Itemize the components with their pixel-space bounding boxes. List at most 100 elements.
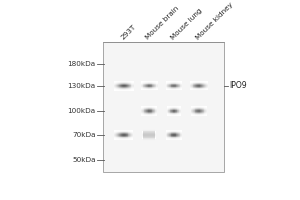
Bar [148,132,149,133]
Bar [203,82,204,83]
Bar [181,84,182,85]
Bar [148,138,149,139]
Bar [195,114,196,115]
Bar [169,109,170,110]
Bar [175,108,176,109]
Bar [195,85,196,86]
Bar [145,109,146,110]
Bar [176,113,177,114]
Bar [143,111,144,112]
Bar [146,131,147,132]
Bar [192,89,193,90]
Bar [142,136,143,137]
Bar [172,85,173,86]
Bar [144,88,145,89]
Bar [172,108,173,109]
Bar [121,135,122,136]
Bar [126,84,127,85]
Bar [129,135,130,136]
Bar [152,86,153,87]
Text: 70kDa: 70kDa [72,132,96,138]
Bar [180,82,181,83]
Bar [167,87,169,88]
Bar [177,83,178,84]
Bar [121,132,122,133]
Bar [153,138,154,139]
Bar [181,134,182,135]
Bar [177,109,178,110]
Bar [176,83,177,84]
Bar [143,107,144,108]
Bar [173,131,174,132]
Bar [148,81,149,82]
Bar [115,136,116,137]
Bar [128,130,129,131]
Bar [127,135,128,136]
Bar [167,88,168,89]
Bar [201,85,202,86]
Bar [147,85,148,86]
Bar [178,85,179,86]
Bar [142,132,143,133]
Bar [126,136,127,137]
Bar [176,132,177,133]
Bar [201,115,202,116]
Bar [175,111,176,112]
Bar [194,89,195,90]
Bar [148,137,149,138]
Bar [174,87,175,88]
Bar [174,83,175,84]
Bar [175,112,176,113]
Bar [199,82,200,83]
Bar [122,135,123,136]
Bar [132,139,134,140]
Bar [176,84,177,85]
Bar [123,86,124,87]
Bar [181,87,182,88]
Bar [192,111,193,112]
Bar [166,132,167,133]
Bar [175,109,176,110]
Bar [195,82,196,83]
Bar [119,133,120,134]
Bar [198,82,199,83]
Bar [171,133,172,134]
Bar [125,83,126,84]
Bar [115,87,116,88]
Bar [196,86,197,87]
Bar [155,81,156,82]
Bar [180,106,181,107]
Bar [146,86,147,87]
Bar [204,110,206,111]
Bar [144,136,145,137]
Bar [167,111,168,112]
Bar [167,139,169,140]
Bar [178,83,179,84]
Bar [175,113,176,114]
Bar [123,130,124,131]
Bar [192,113,193,114]
Bar [126,84,127,85]
Bar [170,139,171,140]
Bar [128,83,129,84]
Bar [123,84,124,85]
Bar [191,87,192,88]
Bar [197,86,198,87]
Bar [151,136,152,137]
Bar [167,137,168,138]
Bar [141,83,142,84]
Bar [131,85,133,86]
Bar [192,115,193,116]
Bar [199,113,200,114]
Bar [115,88,116,89]
Bar [170,130,171,131]
Bar [172,109,173,110]
Text: Mouse kidney: Mouse kidney [194,1,234,41]
Bar [114,135,116,136]
Bar [175,112,176,113]
Bar [129,85,130,86]
Bar [156,106,157,107]
Bar [170,113,171,114]
Bar [117,131,119,132]
Bar [143,115,144,116]
